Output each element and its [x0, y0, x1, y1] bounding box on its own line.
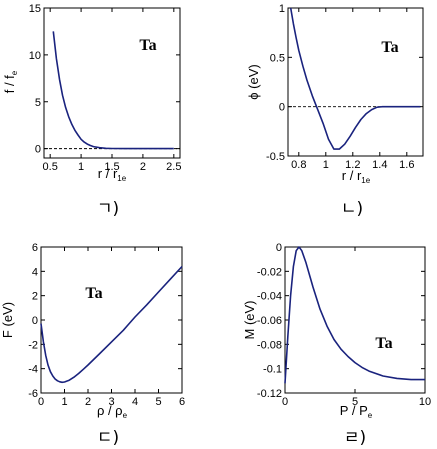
- panel-4: 0 5 10 0 -0.02 -0.04 -0.06 -0.08 -0.1 -0.12 Ta P / …: [242, 242, 431, 448]
- x-axis-label: P / Pe: [340, 403, 373, 420]
- x-tick-label: 1: [61, 396, 67, 408]
- y-tick-label: 15: [29, 3, 41, 15]
- x-tick-label: 1.2: [345, 159, 360, 171]
- x-tick-label: 2: [85, 396, 91, 408]
- y-tick-label: -4: [28, 364, 38, 376]
- y-tick-label: 2: [32, 291, 38, 303]
- y-axis-label: M (eV): [242, 301, 257, 340]
- x-tick-label: 10: [419, 396, 431, 408]
- panel-tag-label: Ta: [375, 335, 392, 352]
- y-tick-label: 4: [32, 266, 38, 278]
- x-tick-label: 5: [352, 396, 358, 408]
- panel-2: 0.8 1 1.2 1.4 1.6 -0.5 0 0.5 1 Ta r / r1e ϕ (eV) ㄴ): [246, 3, 424, 219]
- x-tick-label: 1.4: [372, 159, 387, 171]
- plot-frame: [43, 7, 181, 159]
- x-axis-label: r / r1e: [98, 166, 127, 183]
- panel-4-plot: 0 5 10 0 -0.02 -0.04 -0.06 -0.08 -0.1 -0.12 Ta P / …: [242, 242, 431, 420]
- y-tick-label: 10: [29, 50, 41, 62]
- y-tick-label: -0.5: [266, 151, 285, 163]
- x-axis-label: r / r1e: [342, 168, 371, 185]
- y-tick-label: 0: [279, 102, 285, 114]
- panel-3-caption: ㄷ): [97, 428, 119, 448]
- series-line: [284, 246, 425, 384]
- y-tick-label: 0.5: [270, 52, 285, 64]
- y-tick-label: 5: [35, 97, 41, 109]
- x-tick-label: 1.5: [104, 161, 119, 173]
- x-tick-label: 2: [140, 161, 146, 173]
- plot-frame: [284, 246, 426, 394]
- y-tick-label: 0: [276, 242, 282, 254]
- x-tick-label: 0.5: [43, 161, 58, 173]
- panel-2-plot: 0.8 1 1.2 1.4 1.6 -0.5 0 0.5 1 Ta r / r1e ϕ (eV): [246, 3, 424, 185]
- panel-1-caption: ㄱ): [97, 199, 119, 219]
- x-tick-label: 5: [155, 396, 161, 408]
- y-tick-label: 6: [32, 242, 38, 254]
- series-line: [52, 31, 174, 150]
- panel-1-plot: 0.5 1 1.5 2 2.5 0 5 10 15 Ta r / r1e f / fe: [2, 3, 181, 183]
- panel-tag-label: Ta: [381, 39, 398, 56]
- series-line: [40, 265, 183, 384]
- y-tick-label: -0.04: [257, 291, 282, 303]
- x-tick-label: 6: [179, 396, 185, 408]
- x-tick-label: 1: [323, 159, 329, 171]
- y-axis-label: ϕ (eV): [246, 64, 261, 99]
- y-axis-label: F (eV): [0, 302, 15, 338]
- panel-4-caption: ㄹ): [344, 428, 366, 448]
- panel-3: 0 1 2 3 4 5 6 -6 -4 -2 0 2 4 6 Ta ρ / ρe F (eV) ㄷ): [0, 242, 185, 448]
- x-axis-label: ρ / ρe: [97, 403, 128, 420]
- y-tick-label: -0.1: [263, 364, 282, 376]
- x-tick-label: 3: [108, 396, 114, 408]
- x-tick-label: 0: [38, 396, 44, 408]
- y-tick-label: -0.12: [257, 388, 282, 400]
- y-tick-label: -0.08: [257, 339, 282, 351]
- panel-1: 0.5 1 1.5 2 2.5 0 5 10 15 Ta r / r1e f / fe ㄱ): [2, 3, 181, 219]
- y-tick-label: 0: [35, 144, 41, 156]
- y-tick-label: 0: [32, 315, 38, 327]
- series-line: [289, 7, 421, 150]
- y-tick-label: -2: [28, 339, 38, 351]
- plot-frame: [287, 7, 424, 157]
- x-tick-label: 0: [282, 396, 288, 408]
- plot-frame: [40, 246, 183, 394]
- y-axis-label: f / fe: [2, 70, 19, 93]
- y-tick-label: -6: [28, 388, 38, 400]
- x-tick-label: 1: [78, 161, 84, 173]
- x-tick-label: 4: [132, 396, 138, 408]
- y-tick-label: 1: [279, 3, 285, 15]
- panel-tag-label: Ta: [85, 285, 102, 302]
- panel-tag-label: Ta: [139, 37, 156, 54]
- x-tick-label: 2.5: [166, 161, 181, 173]
- panel-2-caption: ㄴ): [341, 199, 363, 219]
- x-tick-label: 1.6: [399, 159, 414, 171]
- y-tick-label: -0.02: [257, 266, 282, 278]
- x-tick-label: 0.8: [291, 159, 306, 171]
- y-tick-label: -0.06: [257, 315, 282, 327]
- panel-3-plot: 0 1 2 3 4 5 6 -6 -4 -2 0 2 4 6 Ta ρ / ρe F (eV): [0, 242, 185, 420]
